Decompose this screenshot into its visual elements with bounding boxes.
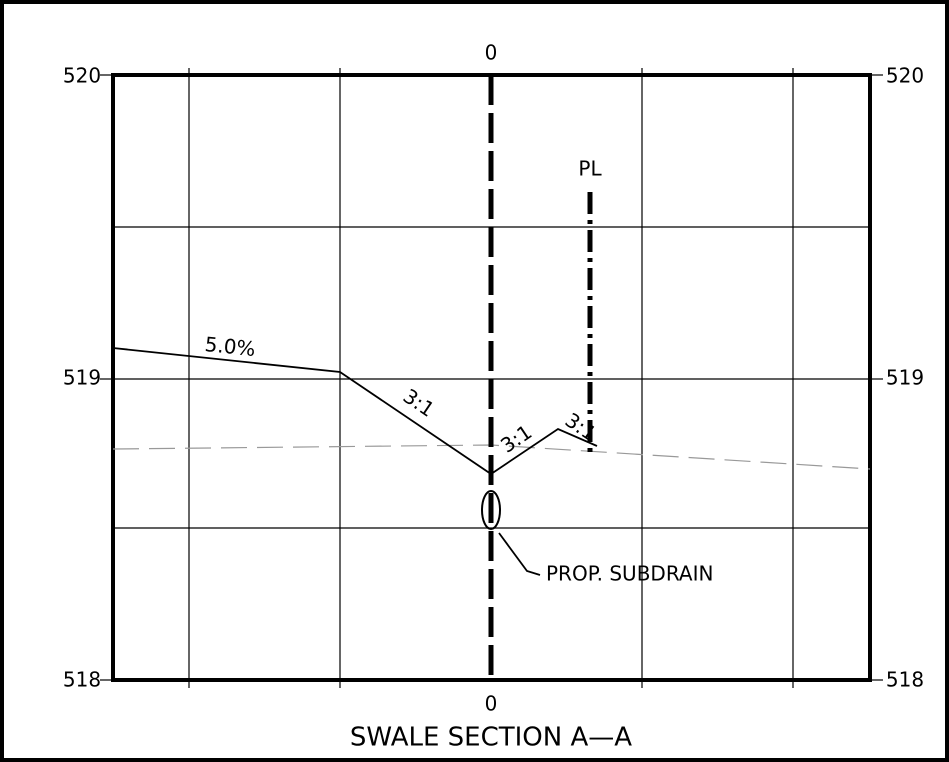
proposed-grade [112, 347, 598, 476]
title: SWALE SECTION A—A [350, 723, 632, 753]
elevation-label: 520 [63, 64, 101, 88]
slope-label: 3:1 [496, 420, 536, 458]
elevation-label: 519 [886, 366, 924, 390]
subdrain [481, 490, 501, 530]
elevation-label: 518 [886, 668, 924, 692]
elevation-label: 520 [886, 64, 924, 88]
elevation-label: 518 [63, 668, 101, 692]
leader [498, 532, 541, 576]
property-line-label: PL [578, 157, 602, 181]
offset-label: 0 [485, 692, 498, 716]
annotation: PROP. SUBDRAIN [546, 562, 713, 586]
offset-label: 0 [485, 41, 498, 65]
elevation-label: 519 [63, 366, 101, 390]
slope-label: 5.0% [204, 332, 257, 361]
slope-label: 3:1 [561, 408, 601, 446]
